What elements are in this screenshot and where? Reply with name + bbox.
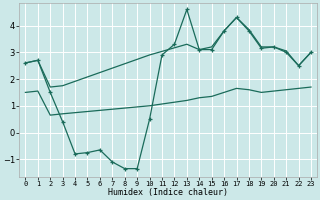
X-axis label: Humidex (Indice chaleur): Humidex (Indice chaleur)	[108, 188, 228, 197]
